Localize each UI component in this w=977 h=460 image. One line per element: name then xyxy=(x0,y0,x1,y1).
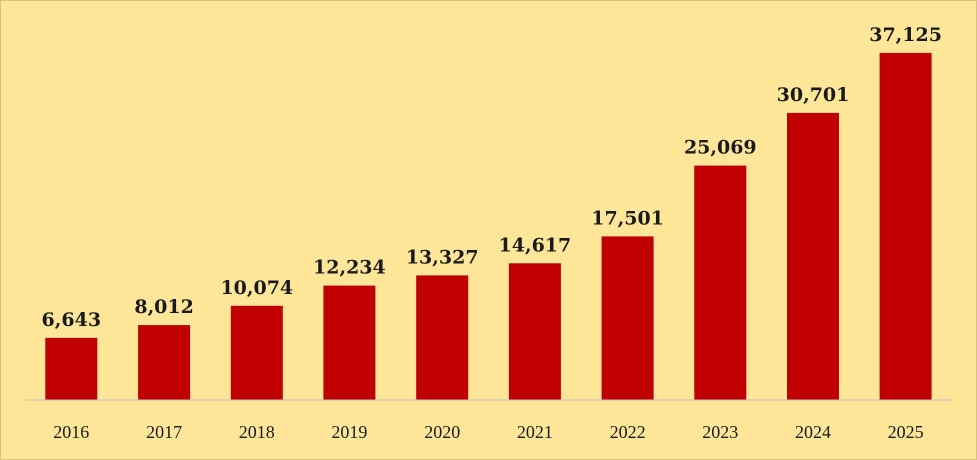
value-label-2022: 17,501 xyxy=(591,207,664,229)
x-tick-label-2016: 2016 xyxy=(53,422,89,442)
x-tick-label-2024: 2024 xyxy=(795,422,831,442)
value-label-2021: 14,617 xyxy=(499,234,572,256)
bar-2022 xyxy=(601,236,654,400)
value-label-2018: 10,074 xyxy=(220,277,293,299)
x-tick-label-2020: 2020 xyxy=(424,422,460,442)
bar-2016 xyxy=(45,337,98,400)
x-tick-label-2025: 2025 xyxy=(888,422,924,442)
bar-2025 xyxy=(879,52,932,401)
value-label-2016: 6,643 xyxy=(42,309,102,331)
value-label-2025: 37,125 xyxy=(869,24,942,46)
x-tick-label-2017: 2017 xyxy=(146,422,182,442)
x-tick-label-2022: 2022 xyxy=(610,422,646,442)
bar-2021 xyxy=(508,263,561,400)
bar-2018 xyxy=(230,305,283,400)
x-tick-label-2021: 2021 xyxy=(517,422,553,442)
value-label-2024: 30,701 xyxy=(777,84,850,106)
value-label-2017: 8,012 xyxy=(134,296,194,318)
x-tick-label-2019: 2019 xyxy=(331,422,367,442)
value-label-2019: 12,234 xyxy=(313,257,386,279)
bar-2017 xyxy=(138,325,191,400)
value-labels-layer: 6,643 8,012 10,074 12,234 13,327 14,617 17,501… xyxy=(42,24,942,331)
bar-2023 xyxy=(694,165,747,400)
bar-2024 xyxy=(787,112,839,401)
bars-layer xyxy=(45,52,932,401)
x-tick-label-2023: 2023 xyxy=(702,422,738,442)
bar-2019 xyxy=(323,285,376,400)
x-tick-labels: 2016 2017 2018 2019 2020 2021 2022 2023 2024 2025 xyxy=(53,422,923,442)
value-label-2020: 13,327 xyxy=(406,246,479,268)
value-label-2023: 25,069 xyxy=(684,137,757,159)
bar-2020 xyxy=(416,275,469,400)
x-tick-label-2018: 2018 xyxy=(239,422,275,442)
